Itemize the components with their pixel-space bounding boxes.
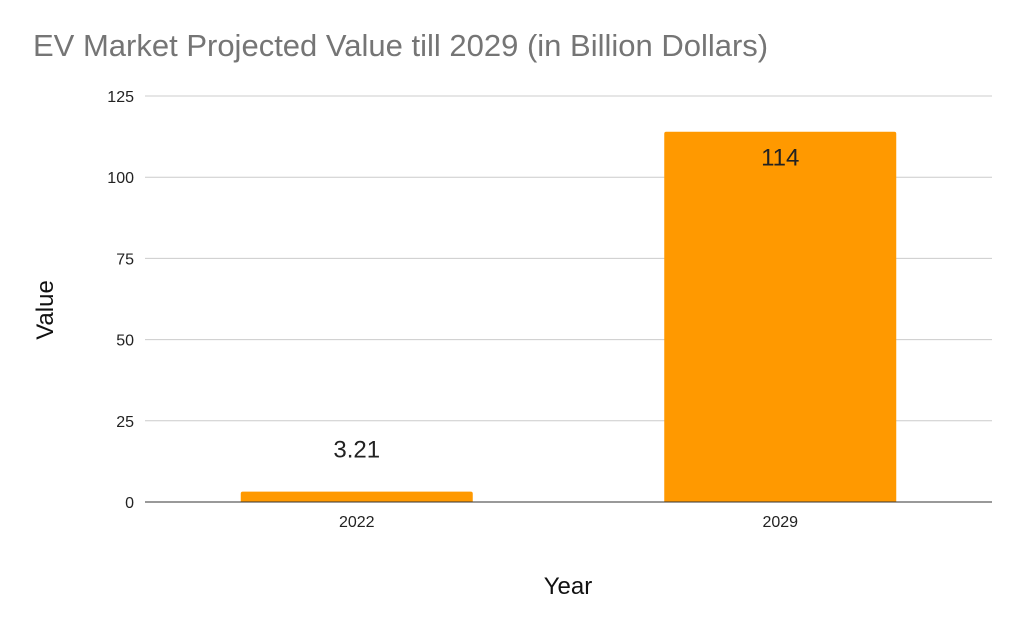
y-axis-label: Value bbox=[32, 280, 59, 340]
y-tick-label: 0 bbox=[125, 495, 134, 512]
bar-2029 bbox=[664, 131, 897, 502]
y-tick-label: 50 bbox=[116, 333, 134, 350]
y-tick-label: 75 bbox=[116, 251, 134, 268]
bar-2022 bbox=[240, 491, 473, 502]
chart-title: EV Market Projected Value till 2029 (in … bbox=[33, 28, 769, 63]
y-tick-label: 100 bbox=[107, 170, 134, 187]
x-axis-label: Year bbox=[544, 573, 593, 600]
data-label: 114 bbox=[761, 145, 799, 172]
y-tick-label: 125 bbox=[107, 89, 134, 106]
x-tick-label: 2029 bbox=[762, 514, 798, 531]
y-tick-label: 25 bbox=[116, 414, 134, 431]
x-tick-label: 2022 bbox=[339, 514, 375, 531]
data-label: 3.21 bbox=[333, 437, 380, 464]
